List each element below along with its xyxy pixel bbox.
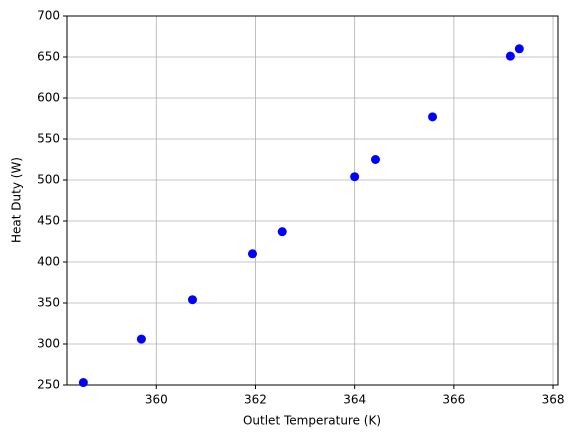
y-tick-label: 250 xyxy=(37,378,60,392)
y-tick-label: 500 xyxy=(37,173,60,187)
point xyxy=(370,155,380,164)
y-tick-label: 650 xyxy=(37,50,60,64)
x-tick-label: 364 xyxy=(343,393,366,407)
y-tick-label: 400 xyxy=(37,255,60,269)
x-axis-label: Outlet Temperature (K) xyxy=(243,414,381,428)
y-tick-label: 700 xyxy=(37,9,60,23)
point xyxy=(428,112,438,122)
y-tick-label: 450 xyxy=(37,214,60,228)
x-tick-label: 368 xyxy=(542,393,565,407)
x-tick-label: 362 xyxy=(244,393,267,407)
point xyxy=(505,51,515,61)
y-tick-label: 300 xyxy=(37,337,60,351)
point xyxy=(514,44,524,54)
y-tick-label: 550 xyxy=(37,132,60,146)
x-tick-label: 366 xyxy=(442,393,465,407)
y-axis-label: Heat Duty (W) xyxy=(10,157,24,243)
plot-frame xyxy=(66,15,559,386)
point xyxy=(187,295,197,305)
point xyxy=(136,334,146,344)
x-tick-label: 360 xyxy=(145,393,168,407)
point xyxy=(247,249,257,259)
point xyxy=(78,378,88,388)
y-tick-label: 600 xyxy=(37,91,60,105)
point xyxy=(277,227,287,237)
y-tick-label: 350 xyxy=(37,296,60,310)
point xyxy=(350,172,360,182)
